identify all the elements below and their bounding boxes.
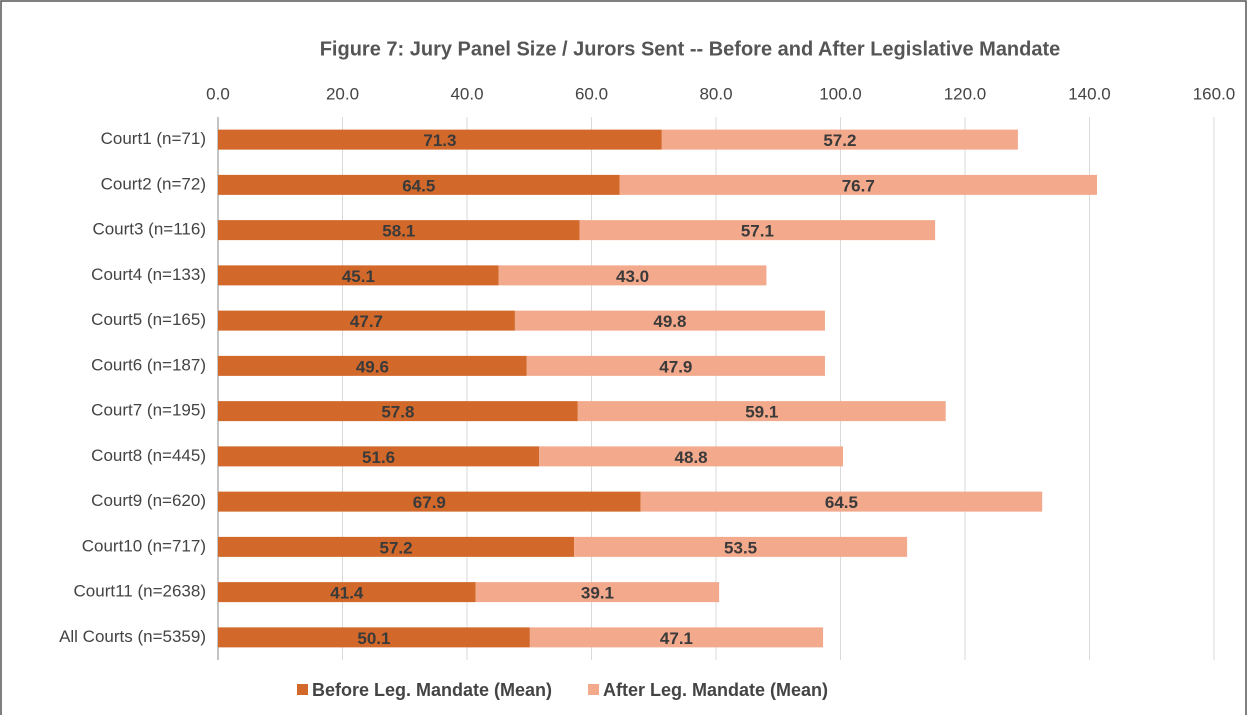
data-label: 64.5	[825, 493, 858, 512]
x-tick-label: 100.0	[819, 84, 862, 103]
bar-segment	[529, 627, 824, 648]
bar-segment	[218, 220, 580, 241]
x-tick-label: 80.0	[699, 84, 732, 103]
x-tick-label: 0.0	[206, 84, 230, 103]
data-label: 47.9	[659, 357, 692, 376]
y-tick-label: Court9 (n=620)	[91, 491, 206, 510]
data-label: 47.1	[660, 629, 693, 648]
bar-segment	[514, 310, 825, 331]
bar-segment	[218, 401, 578, 422]
data-label: 43.0	[616, 267, 649, 286]
y-tick-label: Court8 (n=445)	[91, 446, 206, 465]
y-tick-label: Court6 (n=187)	[91, 355, 206, 374]
legend-label: After Leg. Mandate (Mean)	[603, 680, 828, 700]
y-tick-label: Court3 (n=116)	[92, 220, 206, 239]
data-label: 47.7	[350, 312, 383, 331]
bar-segment	[640, 491, 1043, 512]
data-label: 41.4	[330, 584, 364, 603]
x-tick-label: 160.0	[1193, 84, 1236, 103]
data-label: 58.1	[382, 222, 415, 241]
bar-segment	[218, 355, 527, 376]
bar-segment	[218, 129, 662, 150]
legend-swatch	[297, 684, 308, 695]
bar-segment	[526, 355, 825, 376]
data-label: 45.1	[342, 267, 375, 286]
bar-segment	[218, 265, 499, 286]
chart-title: Figure 7: Jury Panel Size / Jurors Sent …	[320, 38, 1061, 60]
bar-segment	[475, 582, 720, 603]
x-tick-label: 60.0	[575, 84, 608, 103]
x-tick-label: 40.0	[450, 84, 483, 103]
y-tick-label: Court11 (n=2638)	[74, 582, 206, 601]
data-label: 76.7	[842, 176, 875, 195]
bar-segment	[619, 174, 1097, 195]
data-label: 71.3	[423, 131, 456, 150]
y-tick-label: Court4 (n=133)	[91, 265, 206, 284]
y-tick-label: Court1 (n=71)	[101, 129, 206, 148]
data-label: 57.8	[381, 403, 414, 422]
bar-segment	[218, 310, 515, 331]
bar-segment	[218, 582, 476, 603]
x-tick-label: 140.0	[1068, 84, 1111, 103]
data-label: 57.1	[741, 222, 774, 241]
data-label: 48.8	[675, 448, 708, 467]
y-tick-label: Court2 (n=72)	[101, 174, 206, 193]
bar-segment	[574, 536, 908, 557]
data-label: 67.9	[413, 493, 446, 512]
legend-label: Before Leg. Mandate (Mean)	[312, 680, 552, 700]
data-label: 39.1	[581, 584, 614, 603]
data-label: 59.1	[745, 403, 778, 422]
y-tick-label: All Courts (n=5359)	[59, 627, 206, 646]
data-label: 57.2	[379, 538, 412, 557]
bar-segment	[218, 446, 540, 467]
bar-segment	[218, 174, 620, 195]
data-label: 49.8	[653, 312, 686, 331]
bar-segment	[577, 401, 946, 422]
bar-segment	[218, 627, 530, 648]
bar-segment	[661, 129, 1018, 150]
data-label: 49.6	[356, 357, 389, 376]
data-label: 64.5	[402, 176, 435, 195]
bar-segment	[498, 265, 767, 286]
x-tick-label: 120.0	[944, 84, 987, 103]
data-label: 51.6	[362, 448, 395, 467]
bar-segment	[218, 536, 575, 557]
data-label: 50.1	[357, 629, 390, 648]
y-tick-label: Court10 (n=717)	[82, 536, 206, 555]
y-tick-label: Court5 (n=165)	[91, 310, 206, 329]
bar-segment	[579, 220, 936, 241]
bar-segment	[218, 491, 641, 512]
y-tick-label: Court7 (n=195)	[91, 401, 206, 420]
x-tick-label: 20.0	[326, 84, 359, 103]
data-label: 53.5	[724, 538, 757, 557]
data-label: 57.2	[823, 131, 856, 150]
legend-swatch	[588, 684, 600, 695]
bar-segment	[539, 446, 843, 467]
